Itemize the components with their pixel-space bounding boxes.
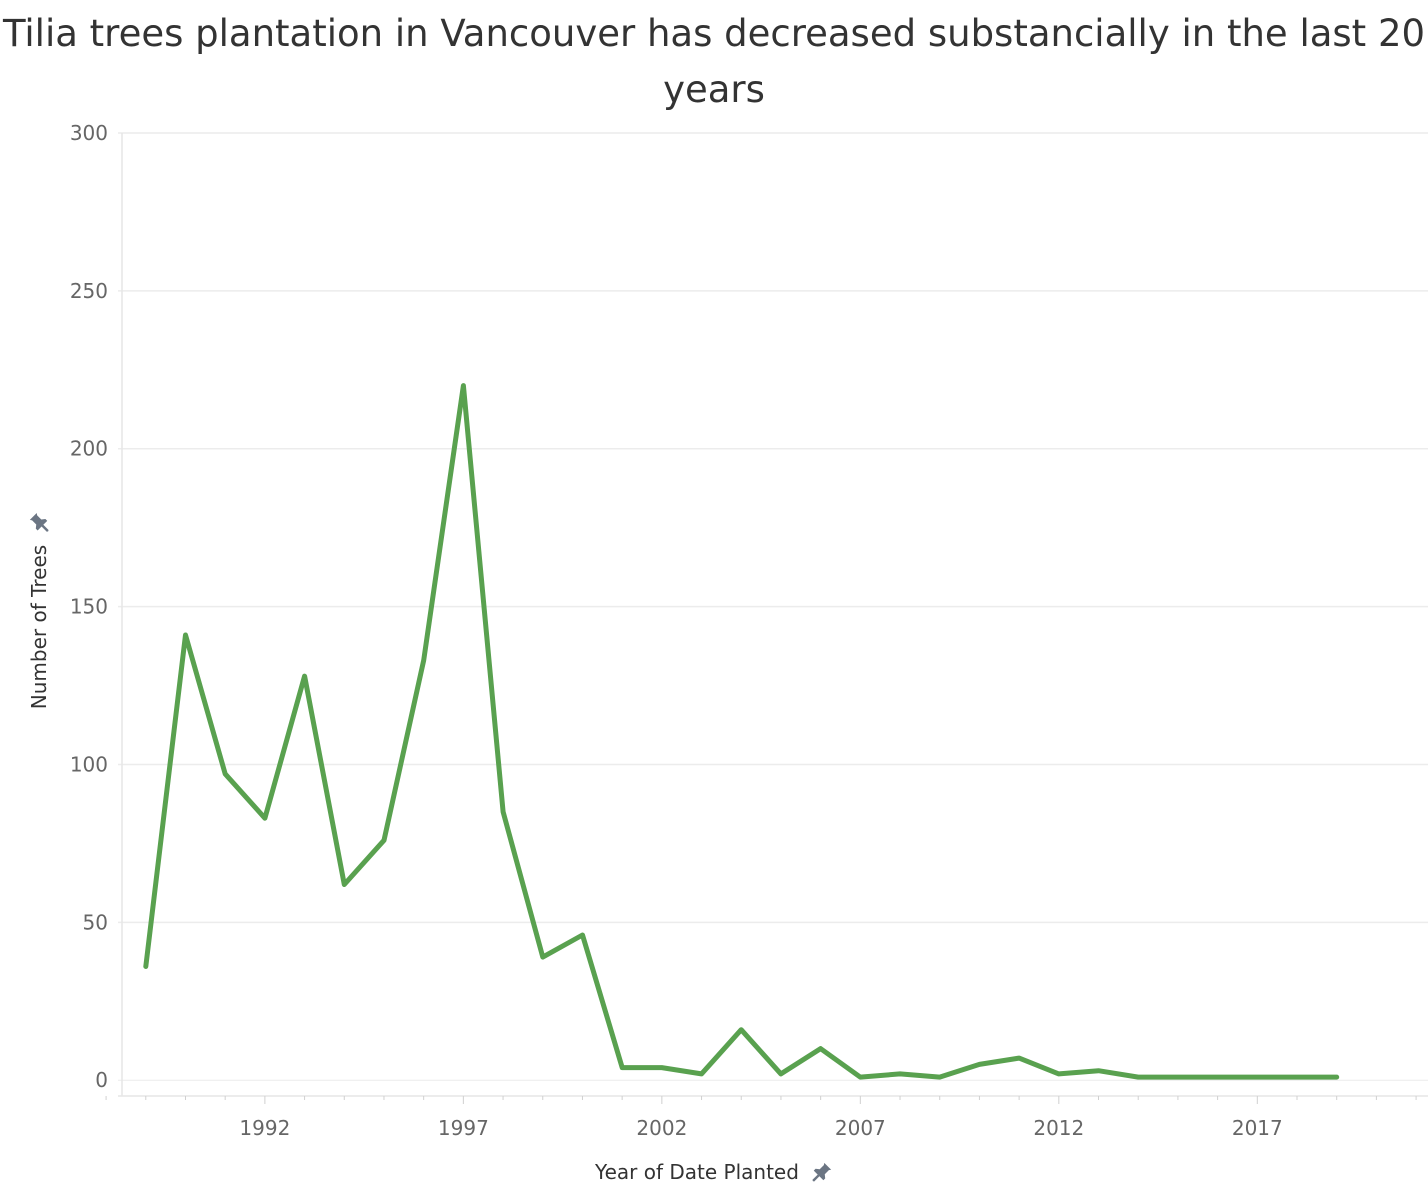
data-point[interactable]: [537, 951, 549, 963]
x-tick-label: 1992: [239, 1116, 290, 1140]
data-point[interactable]: [418, 654, 430, 666]
data-point[interactable]: [696, 1068, 708, 1080]
data-point[interactable]: [457, 380, 469, 392]
data-point[interactable]: [1251, 1071, 1263, 1083]
data-point[interactable]: [140, 961, 152, 973]
data-point[interactable]: [1212, 1071, 1224, 1083]
series-layer: [140, 380, 1343, 1083]
pin-icon[interactable]: [811, 1161, 833, 1183]
data-point[interactable]: [1331, 1071, 1343, 1083]
y-axis-title: Number of Trees: [27, 511, 51, 709]
x-tick-label: 1997: [438, 1116, 489, 1140]
data-point[interactable]: [378, 834, 390, 846]
chart-title: Tilia trees plantation in Vancouver has …: [2, 12, 1426, 111]
y-tick-label: 0: [95, 1068, 108, 1092]
data-point[interactable]: [934, 1071, 946, 1083]
y-tick-label: 300: [70, 121, 108, 145]
series-line[interactable]: [143, 383, 1340, 1080]
data-point[interactable]: [259, 812, 271, 824]
data-point[interactable]: [894, 1068, 906, 1080]
data-point[interactable]: [1013, 1052, 1025, 1064]
data-point[interactable]: [973, 1058, 985, 1070]
data-point[interactable]: [1172, 1071, 1184, 1083]
y-tick-label: 200: [70, 437, 108, 461]
y-tick-label: 100: [70, 752, 108, 776]
data-point[interactable]: [616, 1062, 628, 1074]
data-point[interactable]: [497, 806, 509, 818]
x-axis-title: Year of Date Planted: [0, 1160, 1428, 1184]
data-point[interactable]: [338, 878, 350, 890]
data-point[interactable]: [179, 629, 191, 641]
data-point[interactable]: [735, 1024, 747, 1036]
data-point[interactable]: [1053, 1068, 1065, 1080]
data-point[interactable]: [299, 670, 311, 682]
data-point[interactable]: [656, 1062, 668, 1074]
x-tick-label: 2007: [835, 1116, 886, 1140]
x-tick-label: 2002: [636, 1116, 687, 1140]
y-tick-label: 250: [70, 279, 108, 303]
x-tick-label: 2012: [1033, 1116, 1084, 1140]
data-point[interactable]: [1291, 1071, 1303, 1083]
grid-lines: [118, 132, 1428, 1081]
tick-labels: 0 50 100 150 200 250 300 1992 1997 2002 2007 2012 20…: [70, 121, 1283, 1140]
y-tick-label: 50: [83, 910, 108, 934]
y-axis-label: Number of Trees: [27, 544, 51, 710]
data-point[interactable]: [775, 1068, 787, 1080]
x-tick-label: 2017: [1232, 1116, 1283, 1140]
x-axis-label: Year of Date Planted: [595, 1160, 799, 1184]
axes: [105, 133, 1428, 1104]
y-tick-label: 150: [70, 595, 108, 619]
data-point[interactable]: [854, 1071, 866, 1083]
data-point[interactable]: [219, 768, 231, 780]
data-point[interactable]: [1132, 1071, 1144, 1083]
data-point[interactable]: [815, 1043, 827, 1055]
data-point[interactable]: [1093, 1065, 1105, 1077]
data-point[interactable]: [576, 929, 588, 941]
pin-icon[interactable]: [28, 511, 50, 533]
